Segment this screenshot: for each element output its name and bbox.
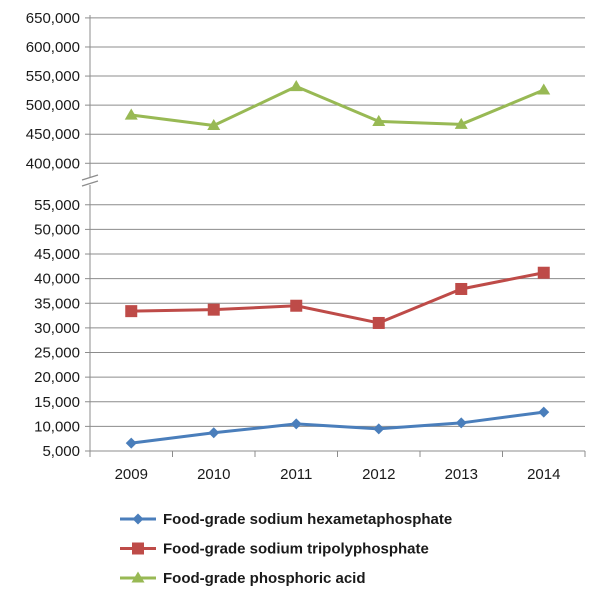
axis-break-mark <box>81 174 99 181</box>
y-axis-tick-labels: 400,000 450,000 500,000 550,000 600,000 650,0… <box>26 10 80 460</box>
y-tick-label: 35,000 <box>34 295 80 312</box>
data-point <box>537 83 551 95</box>
y-tick-label: 600,000 <box>26 39 80 56</box>
data-point <box>207 118 221 131</box>
data-point <box>289 80 303 92</box>
data-point <box>125 437 137 449</box>
data-point <box>455 282 468 295</box>
series-line <box>131 271 545 325</box>
y-tick-label: 650,000 <box>26 10 80 27</box>
x-tick-label: 2013 <box>445 466 478 483</box>
data-point <box>124 108 138 120</box>
series-3 <box>124 80 551 131</box>
y-tick-label: 400,000 <box>26 155 80 172</box>
data-point <box>207 303 220 316</box>
legend: Food-grade sodium hexametaphosphate Food-… <box>120 511 452 587</box>
y-tick-label: 20,000 <box>34 369 80 386</box>
series-2 <box>125 266 550 329</box>
legend-entry: Food-grade sodium hexametaphosphate <box>120 511 452 528</box>
data-point <box>373 423 385 435</box>
data-point <box>125 305 138 318</box>
y-tick-label: 500,000 <box>26 97 80 114</box>
data-point <box>372 316 385 329</box>
legend-entry: Food-grade phosphoric acid <box>120 570 366 587</box>
data-point <box>455 417 467 429</box>
legend-label: Food-grade sodium tripolyphosphate <box>163 541 429 558</box>
series-1 <box>125 406 550 449</box>
legend-marker <box>132 542 144 555</box>
legend-label: Food-grade phosphoric acid <box>163 570 366 587</box>
y-tick-label: 25,000 <box>34 345 80 362</box>
legend-marker <box>132 513 144 525</box>
y-tick-label: 45,000 <box>34 246 80 263</box>
axis-break-mark <box>81 180 99 187</box>
data-point <box>290 418 302 430</box>
axes <box>81 15 586 457</box>
legend-entry: Food-grade sodium tripolyphosphate <box>120 541 429 558</box>
y-tick-label: 30,000 <box>34 320 80 337</box>
axis-break-gap <box>82 177 98 185</box>
x-tick-label: 2014 <box>527 466 560 483</box>
data-point <box>538 406 550 418</box>
legend-marker <box>131 571 145 583</box>
x-tick-label: 2012 <box>362 466 395 483</box>
y-tick-label: 450,000 <box>26 126 80 143</box>
y-tick-label: 15,000 <box>34 394 80 411</box>
data-point <box>290 299 303 312</box>
legend-label: Food-grade sodium hexametaphosphate <box>163 511 452 528</box>
data-point <box>454 117 468 129</box>
data-point <box>372 114 386 126</box>
x-tick-label: 2011 <box>280 466 312 483</box>
x-tick-label: 2010 <box>197 466 230 483</box>
series-line <box>131 410 544 445</box>
y-tick-label: 50,000 <box>34 221 80 238</box>
data-point <box>537 266 550 279</box>
x-axis-tick-labels: 2009 2010 2011 2012 2013 2014 <box>115 466 561 483</box>
series-lines <box>124 80 551 449</box>
y-tick-label: 55,000 <box>34 197 80 214</box>
gridlines <box>90 17 585 427</box>
y-tick-label: 5,000 <box>42 443 80 460</box>
x-tick-label: 2009 <box>115 466 148 483</box>
y-tick-label: 10,000 <box>34 418 80 435</box>
series-line <box>131 85 545 127</box>
y-tick-label: 550,000 <box>26 68 80 85</box>
y-tick-label: 40,000 <box>34 271 80 288</box>
data-point <box>208 427 220 439</box>
